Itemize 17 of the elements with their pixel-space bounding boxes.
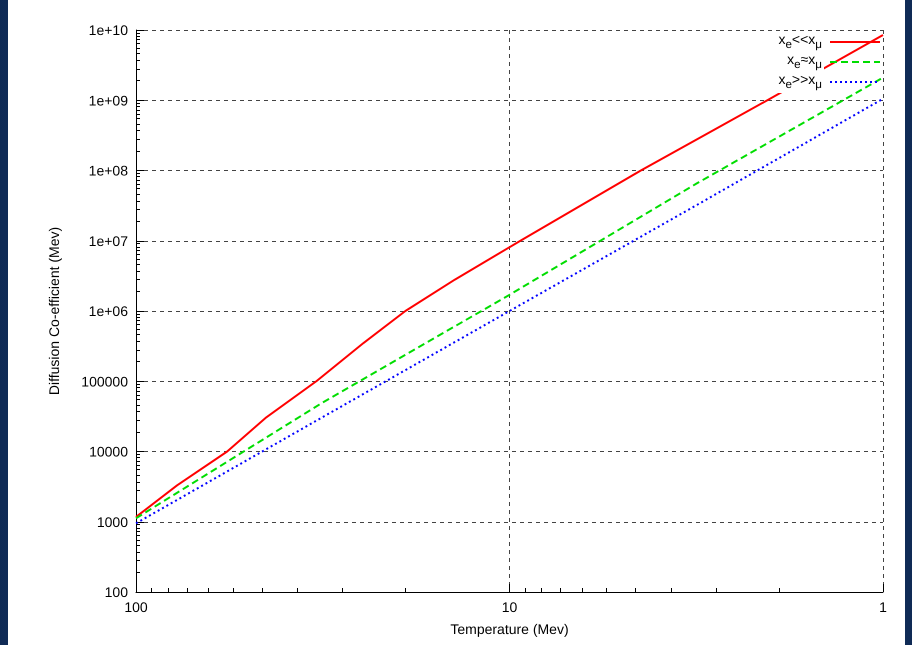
y-tick-label: 100000 — [81, 373, 128, 390]
legend-label: x$_{e}$>>x$_{μ}$ — [776, 71, 824, 93]
y-tick-label: 1e+06 — [88, 303, 128, 319]
y-tick-label: 1e+07 — [88, 232, 128, 249]
y-tick-label: 100 — [104, 584, 128, 600]
y-tick-label: 1e+08 — [88, 162, 128, 178]
x-tick-label: 1 — [879, 599, 888, 615]
x-axis-title: Temperature (Mev) — [450, 621, 569, 637]
y-tick-label: 1e+09 — [88, 92, 128, 108]
y-tick-label: 1e+10 — [88, 22, 128, 38]
legend-label: x$_{e}$≈x$_{μ}$ — [785, 51, 824, 73]
x-tick-label: 100 — [124, 599, 148, 615]
legend-label: x$_{e}$<<x$_{μ}$ — [776, 31, 824, 53]
y-tick-label: 10000 — [89, 444, 128, 460]
y-axis-title: Diffusion Co-efficient (Mev) — [46, 226, 62, 396]
x-tick-label: 10 — [502, 599, 518, 615]
y-tick-label: 1000 — [96, 514, 128, 530]
